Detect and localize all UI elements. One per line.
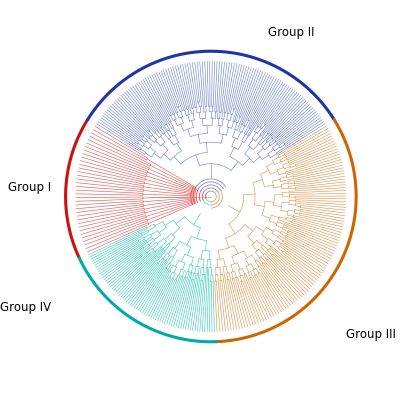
Text: Group III: Group III xyxy=(346,329,396,342)
Text: Group II: Group II xyxy=(268,26,314,39)
Text: Group IV: Group IV xyxy=(0,301,51,314)
Text: Group I: Group I xyxy=(8,181,51,194)
